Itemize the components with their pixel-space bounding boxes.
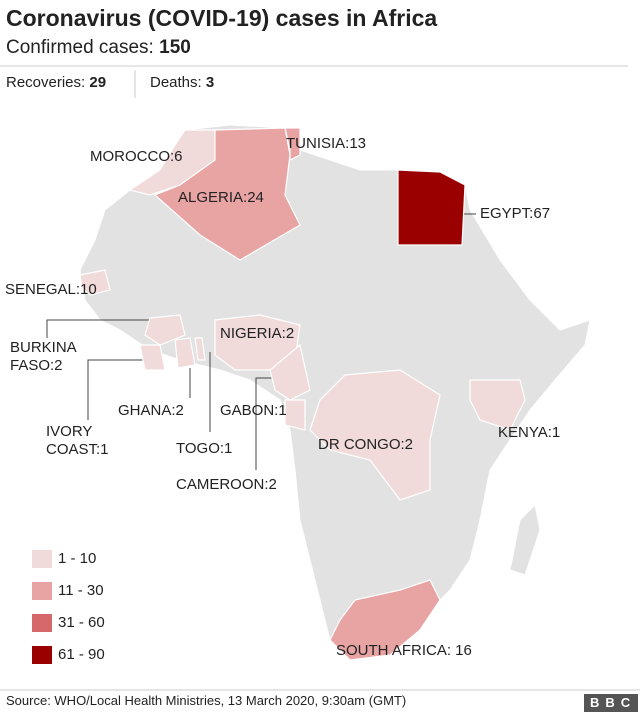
country	[153, 127, 301, 261]
country-label: GABON:1	[220, 402, 287, 419]
country	[329, 579, 441, 661]
country-label: TUNISIA:13	[286, 135, 367, 152]
legend-label: 61 - 90	[58, 646, 105, 663]
country-label: SENEGAL:10	[5, 281, 97, 298]
legend-label: 11 - 30	[58, 582, 104, 599]
country-label: GHANA:2	[118, 402, 184, 419]
subtitle-label: Confirmed cases:	[6, 37, 154, 58]
country	[144, 314, 186, 346]
legend-swatch	[32, 646, 52, 664]
country	[139, 344, 166, 371]
country	[269, 343, 311, 401]
legend-swatch	[32, 582, 52, 600]
madagascar	[509, 503, 541, 576]
recoveries: Recoveries: 29	[6, 74, 106, 92]
recoveries-value: 29	[89, 74, 107, 91]
country	[284, 399, 306, 431]
country-label: KENYA:1	[498, 424, 561, 441]
country-label: TOGO:1	[176, 440, 233, 457]
country-label: NIGERIA:2	[220, 325, 295, 342]
country	[79, 269, 111, 296]
country	[469, 379, 526, 431]
logo-text: BBC	[584, 694, 639, 712]
logo: BBC	[584, 694, 639, 712]
deaths-value: 3	[205, 74, 215, 91]
source: Source: WHO/Local Health Ministries, 13 …	[6, 693, 407, 708]
country	[194, 337, 206, 361]
country	[284, 127, 301, 161]
legend-label: 1 - 10	[58, 550, 97, 567]
deaths-label: Deaths:	[150, 74, 202, 91]
country-label: SOUTH AFRICA: 16	[336, 642, 472, 659]
country-label: IVORY COAST:1	[46, 423, 109, 458]
country	[174, 337, 196, 369]
country-label: DR CONGO:2	[318, 436, 414, 453]
country-label: BURKINA FASO:2	[10, 339, 76, 374]
subtitle-value: 150	[159, 37, 191, 58]
deaths: Deaths: 3	[150, 74, 214, 92]
country-label: EGYPT:67	[480, 205, 551, 222]
recoveries-label: Recoveries:	[6, 74, 86, 91]
legend-swatch	[32, 614, 52, 632]
legend-swatch	[32, 550, 52, 568]
legend-label: 31 - 60	[58, 614, 105, 631]
title: Coronavirus (COVID-19) cases in Africa	[6, 5, 438, 31]
subtitle: Confirmed cases: 150	[6, 36, 191, 60]
country-label: CAMEROON:2	[176, 476, 277, 493]
country	[309, 369, 441, 501]
country-label: ALGERIA:24	[178, 189, 264, 206]
country-label: MOROCCO:6	[90, 148, 183, 165]
country	[397, 169, 466, 246]
